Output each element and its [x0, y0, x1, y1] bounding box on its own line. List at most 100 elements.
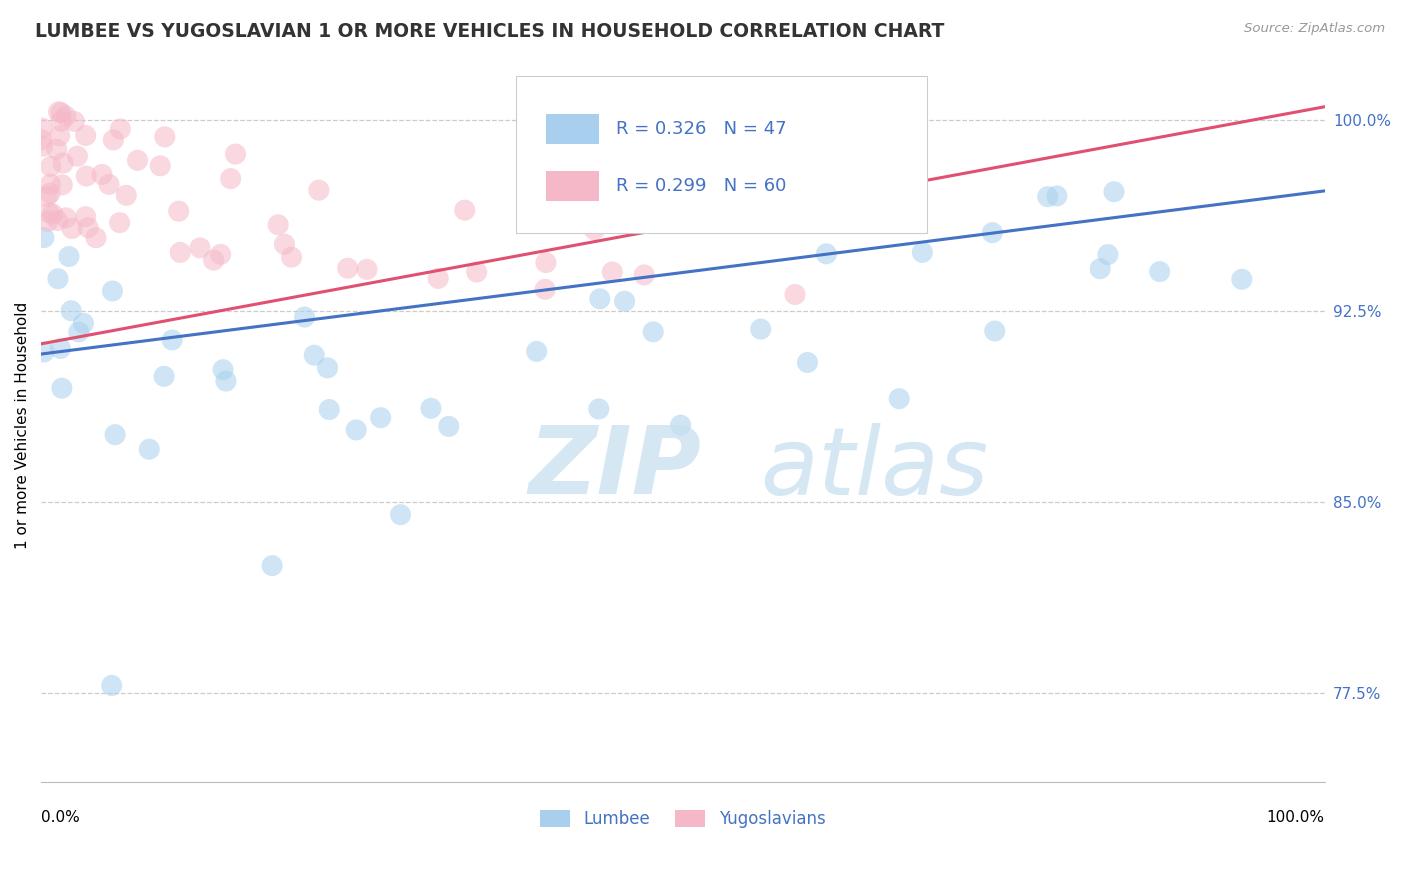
- Point: [796, 355, 818, 369]
- Point: [583, 223, 606, 237]
- Point: [454, 203, 477, 218]
- Point: [212, 362, 235, 376]
- Point: [46, 271, 69, 285]
- Point: [31, 139, 53, 153]
- Point: [262, 558, 284, 573]
- Point: [344, 423, 367, 437]
- Point: [75, 210, 97, 224]
- Point: [49, 114, 72, 128]
- Point: [370, 410, 392, 425]
- Point: [1102, 185, 1125, 199]
- Point: [420, 401, 443, 416]
- Point: [101, 284, 124, 298]
- Point: [60, 303, 83, 318]
- Point: [115, 188, 138, 202]
- Point: [66, 149, 89, 163]
- Point: [188, 241, 211, 255]
- Point: [75, 169, 97, 183]
- Point: [48, 104, 70, 119]
- Point: [160, 333, 183, 347]
- Point: [39, 186, 62, 201]
- Text: R = 0.299   N = 60: R = 0.299 N = 60: [616, 178, 786, 195]
- Point: [169, 245, 191, 260]
- Point: [294, 310, 316, 324]
- Point: [77, 220, 100, 235]
- Point: [110, 122, 132, 136]
- Point: [38, 206, 60, 220]
- Point: [72, 317, 94, 331]
- Point: [304, 348, 326, 362]
- Point: [32, 230, 55, 244]
- Point: [30, 133, 52, 147]
- Point: [55, 109, 77, 123]
- Point: [911, 245, 934, 260]
- Point: [149, 159, 172, 173]
- Point: [1149, 265, 1171, 279]
- Point: [49, 105, 72, 120]
- Point: [280, 250, 302, 264]
- Text: atlas: atlas: [759, 423, 988, 514]
- Point: [389, 508, 412, 522]
- Point: [534, 255, 557, 269]
- Point: [51, 381, 73, 395]
- Text: 0.0%: 0.0%: [41, 810, 80, 824]
- Point: [75, 128, 97, 143]
- Point: [49, 342, 72, 356]
- Point: [91, 168, 114, 182]
- Point: [1088, 261, 1111, 276]
- Point: [46, 213, 69, 227]
- Point: [1036, 189, 1059, 203]
- Point: [643, 325, 665, 339]
- Point: [98, 178, 121, 192]
- Point: [103, 133, 125, 147]
- Point: [67, 325, 90, 339]
- Point: [749, 322, 772, 336]
- Point: [669, 418, 692, 433]
- Point: [51, 178, 73, 192]
- Point: [889, 392, 911, 406]
- Point: [437, 419, 460, 434]
- Point: [39, 178, 62, 192]
- Point: [31, 121, 53, 136]
- FancyBboxPatch shape: [546, 171, 599, 202]
- Point: [55, 211, 77, 225]
- Point: [37, 189, 59, 203]
- Point: [138, 442, 160, 457]
- FancyBboxPatch shape: [546, 114, 599, 145]
- Point: [1230, 272, 1253, 286]
- Point: [308, 183, 330, 197]
- FancyBboxPatch shape: [516, 76, 927, 233]
- Point: [153, 369, 176, 384]
- Point: [316, 360, 339, 375]
- Point: [984, 324, 1007, 338]
- Point: [32, 345, 55, 359]
- Point: [318, 402, 340, 417]
- Text: LUMBEE VS YUGOSLAVIAN 1 OR MORE VEHICLES IN HOUSEHOLD CORRELATION CHART: LUMBEE VS YUGOSLAVIAN 1 OR MORE VEHICLES…: [35, 22, 945, 41]
- Point: [526, 344, 548, 359]
- Point: [39, 160, 62, 174]
- Point: [127, 153, 149, 168]
- Point: [108, 216, 131, 230]
- Legend: Lumbee, Yugoslavians: Lumbee, Yugoslavians: [534, 803, 832, 835]
- Point: [465, 265, 488, 279]
- Point: [209, 247, 232, 261]
- Point: [427, 271, 450, 285]
- Point: [783, 287, 806, 301]
- Point: [589, 292, 612, 306]
- Point: [167, 204, 190, 219]
- Point: [37, 214, 59, 228]
- Point: [602, 265, 624, 279]
- Point: [1046, 189, 1069, 203]
- Text: R = 0.326   N = 47: R = 0.326 N = 47: [616, 120, 787, 138]
- Point: [613, 294, 636, 309]
- Point: [63, 114, 86, 128]
- Point: [104, 427, 127, 442]
- Point: [84, 230, 107, 244]
- Y-axis label: 1 or more Vehicles in Household: 1 or more Vehicles in Household: [15, 301, 30, 549]
- Text: 100.0%: 100.0%: [1267, 810, 1324, 824]
- Point: [336, 261, 359, 276]
- Point: [224, 147, 246, 161]
- Point: [1097, 247, 1119, 261]
- Point: [202, 253, 225, 268]
- Point: [42, 207, 65, 221]
